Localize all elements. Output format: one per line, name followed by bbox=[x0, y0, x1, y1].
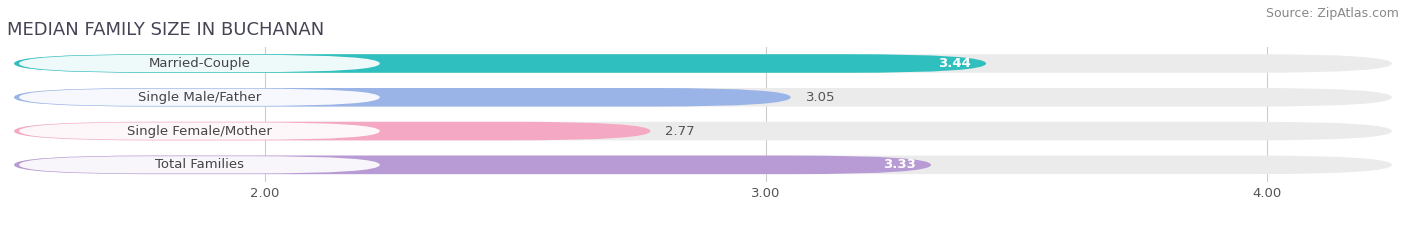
Text: Married-Couple: Married-Couple bbox=[149, 57, 250, 70]
FancyBboxPatch shape bbox=[20, 89, 380, 106]
FancyBboxPatch shape bbox=[20, 123, 380, 140]
Text: 3.05: 3.05 bbox=[806, 91, 835, 104]
FancyBboxPatch shape bbox=[14, 54, 1392, 73]
Text: Source: ZipAtlas.com: Source: ZipAtlas.com bbox=[1265, 7, 1399, 20]
Text: Single Female/Mother: Single Female/Mother bbox=[127, 125, 271, 137]
FancyBboxPatch shape bbox=[14, 88, 790, 106]
Text: Total Families: Total Families bbox=[155, 158, 245, 171]
Text: 2.77: 2.77 bbox=[665, 125, 695, 137]
Text: 3.44: 3.44 bbox=[938, 57, 972, 70]
FancyBboxPatch shape bbox=[20, 55, 380, 72]
FancyBboxPatch shape bbox=[14, 156, 931, 174]
FancyBboxPatch shape bbox=[14, 122, 1392, 140]
FancyBboxPatch shape bbox=[14, 54, 986, 73]
FancyBboxPatch shape bbox=[14, 156, 1392, 174]
Text: 3.33: 3.33 bbox=[883, 158, 915, 171]
FancyBboxPatch shape bbox=[14, 122, 651, 140]
FancyBboxPatch shape bbox=[20, 156, 380, 173]
Text: MEDIAN FAMILY SIZE IN BUCHANAN: MEDIAN FAMILY SIZE IN BUCHANAN bbox=[7, 21, 325, 39]
FancyBboxPatch shape bbox=[14, 88, 1392, 106]
Text: Single Male/Father: Single Male/Father bbox=[138, 91, 262, 104]
